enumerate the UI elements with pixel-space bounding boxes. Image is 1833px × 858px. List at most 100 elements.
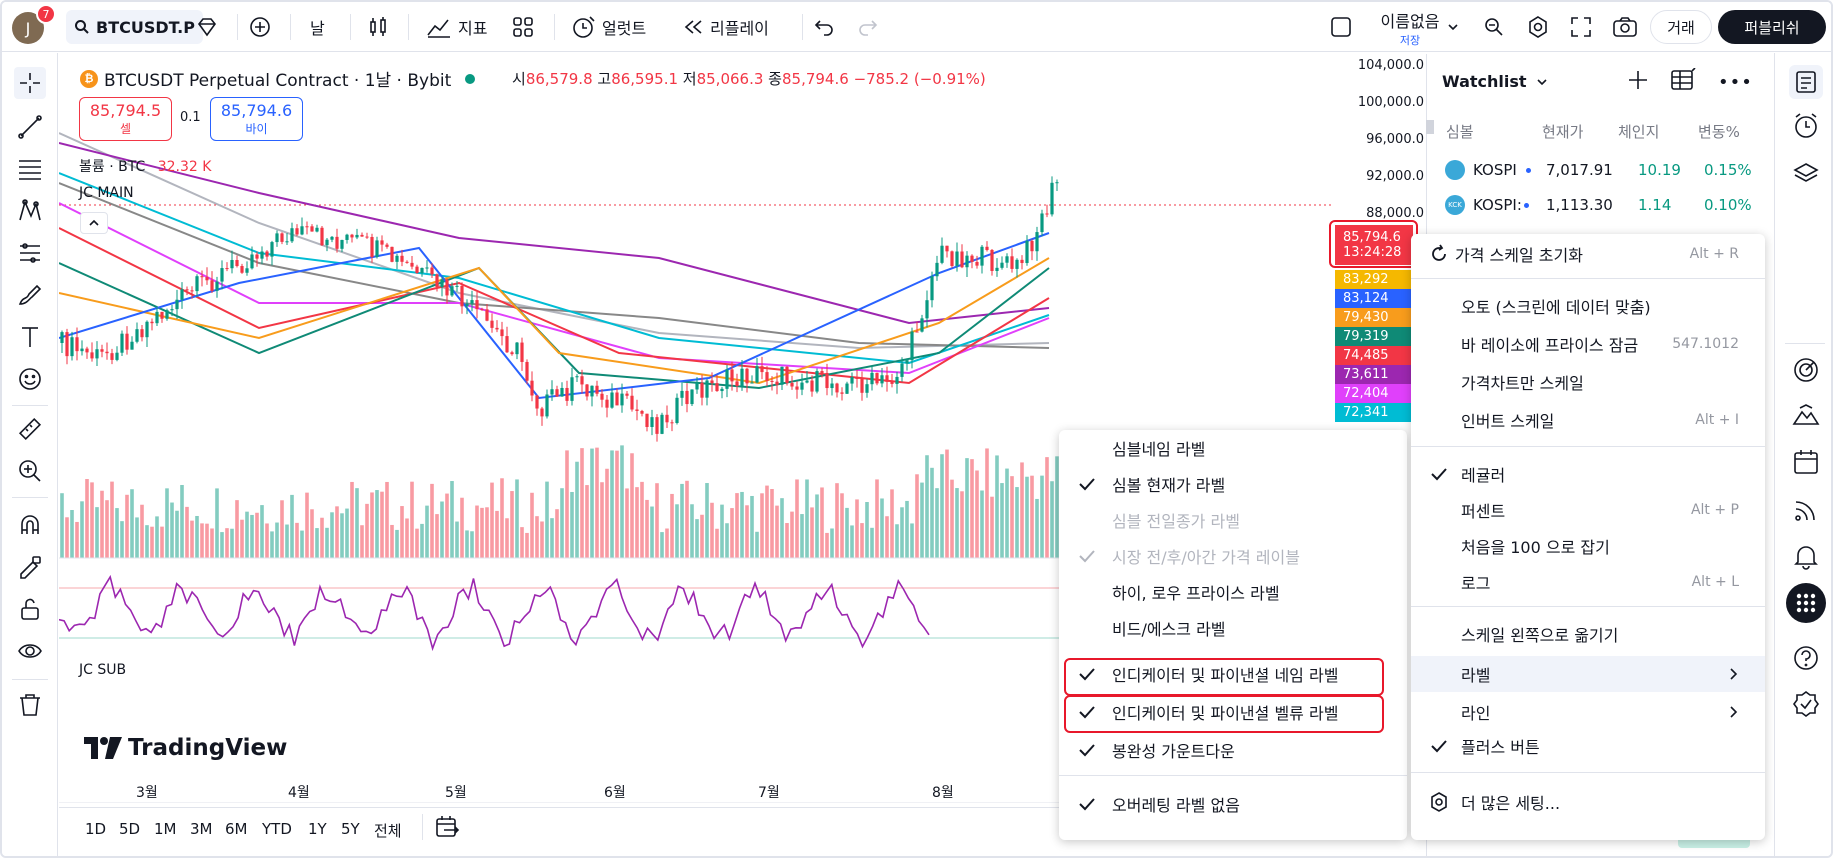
verified-button[interactable] — [1789, 687, 1823, 721]
chart-type-button[interactable] — [366, 2, 390, 52]
stay-drawing-tool[interactable] — [14, 551, 46, 583]
menu-percent-scale[interactable]: 퍼센트 Alt + P — [1411, 492, 1765, 528]
object-tree-button[interactable] — [1789, 157, 1823, 191]
range-5d-button[interactable]: 5D — [119, 820, 141, 838]
menu-lock-ratio[interactable]: 바 레이소에 프라이스 잠금 547.1012 — [1411, 326, 1765, 362]
range-1d-button[interactable]: 1D — [85, 820, 107, 838]
hotlists-button[interactable] — [1789, 353, 1823, 387]
alert-button[interactable]: 얼럿트 — [570, 2, 646, 52]
layout-dropdown[interactable] — [1446, 2, 1460, 52]
snapshot-button[interactable] — [1612, 2, 1638, 52]
menu-labels[interactable]: 라벨 — [1411, 656, 1765, 692]
candle — [620, 393, 624, 406]
header-price[interactable]: 현재가 — [1542, 123, 1584, 141]
watchlist-title[interactable]: Watchlist — [1442, 72, 1548, 91]
layout-name-button[interactable]: 이름없음 저장 — [1365, 8, 1455, 48]
trade-button[interactable]: 거래 — [1650, 10, 1712, 44]
emoji-tool[interactable] — [14, 363, 46, 395]
forecast-tool[interactable] — [14, 237, 46, 269]
menu-bid-ask-label[interactable]: 비드/에스크 라벨 — [1059, 610, 1407, 646]
menu-more-settings[interactable]: 더 많은 세팅... — [1411, 784, 1765, 820]
range-6m-button[interactable]: 6M — [225, 820, 248, 838]
redo-button[interactable] — [858, 2, 880, 52]
add-to-watchlist-button[interactable] — [1626, 68, 1650, 96]
diamond-icon[interactable] — [196, 2, 218, 52]
pattern-tool[interactable] — [14, 195, 46, 227]
header-change-pct[interactable]: 변동% — [1698, 123, 1740, 141]
price-axis[interactable]: 104,000.0 100,000.0 96,000.0 92,000.0 88… — [1334, 54, 1424, 744]
menu-symbol-name-label[interactable]: 심블네임 라벨 — [1059, 430, 1407, 466]
goto-date-button[interactable] — [434, 814, 460, 844]
volume-bar — [115, 508, 119, 558]
menu-indicator-value-label[interactable]: 인디케이터 및 파이낸셜 벨류 라벨 — [1059, 694, 1407, 730]
range-ytd-button[interactable]: YTD — [262, 820, 292, 838]
menu-plus-button[interactable]: 플러스 버튼 — [1411, 728, 1765, 764]
layout-checkbox[interactable] — [1330, 2, 1352, 52]
fib-tool[interactable] — [14, 153, 46, 185]
menu-no-overlap-labels[interactable]: 오버레팅 라벨 없음 — [1059, 786, 1407, 822]
sell-button[interactable]: 85,794.5 셀 — [79, 97, 172, 141]
range-all-button[interactable]: 전체 — [374, 822, 402, 840]
undo-button[interactable] — [812, 2, 834, 52]
hide-drawings-tool[interactable] — [14, 635, 46, 667]
fullscreen-button[interactable] — [1570, 2, 1592, 52]
menu-auto-scale[interactable]: 오토 (스크린에 데이터 맞춤) — [1411, 288, 1765, 324]
chart-legend[interactable]: ₿ BTCUSDT Perpetual Contract · 1날 · Bybi… — [80, 66, 476, 91]
menu-reset-scale[interactable]: 가격 스케일 초기화 Alt + R — [1411, 236, 1765, 272]
crosshair-tool[interactable] — [14, 67, 46, 99]
brush-tool[interactable] — [14, 279, 46, 311]
text-tool[interactable] — [14, 321, 46, 353]
calendar-button[interactable] — [1789, 445, 1823, 479]
header-change[interactable]: 체인지 — [1618, 123, 1660, 141]
menu-indexed-scale[interactable]: 처음을 100 으로 잡기 — [1411, 528, 1765, 564]
watchlist-panel-button[interactable] — [1789, 65, 1823, 99]
menu-regular-scale[interactable]: 레귤러 — [1411, 456, 1765, 492]
settings-button[interactable] — [1526, 2, 1550, 52]
remove-drawings-tool[interactable] — [14, 689, 46, 721]
volume-legend[interactable]: 볼륨 · BTC 32.32 K — [79, 156, 211, 176]
add-symbol-button[interactable] — [248, 2, 272, 52]
notifications-button[interactable] — [1789, 539, 1823, 573]
menu-indicator-name-label[interactable]: 인디케이터 및 파이낸셜 네임 라벨 — [1059, 656, 1407, 692]
menu-symbol-last-label[interactable]: 심볼 현재가 라벨 — [1059, 466, 1407, 502]
range-1m-button[interactable]: 1M — [154, 820, 177, 838]
indicators-button[interactable]: 지표 — [426, 2, 487, 52]
interval-button[interactable]: 날 — [310, 19, 325, 38]
templates-button[interactable] — [512, 2, 534, 52]
buy-button[interactable]: 85,794.6 바이 — [210, 97, 303, 141]
tradingview-logo[interactable]: TradingView — [84, 735, 287, 761]
measure-tool[interactable] — [14, 413, 46, 445]
menu-move-scale-left[interactable]: 스케일 왼쪽으로 옮기기 — [1411, 616, 1765, 652]
zoom-tool[interactable] — [14, 455, 46, 487]
quick-search-button[interactable] — [1482, 2, 1506, 52]
range-1y-button[interactable]: 1Y — [308, 820, 327, 838]
advanced-view-button[interactable] — [1670, 67, 1696, 96]
menu-countdown[interactable]: 봉완성 가운트다운 — [1059, 732, 1407, 768]
menu-high-low-label[interactable]: 하이, 로우 프라이스 라벨 — [1059, 574, 1407, 610]
help-button[interactable] — [1789, 641, 1823, 675]
watchlist-more-button[interactable]: ••• — [1718, 72, 1753, 93]
replay-button[interactable]: 리플레이 — [682, 2, 769, 52]
alerts-panel-button[interactable] — [1789, 109, 1823, 143]
news-stream-button[interactable] — [1789, 493, 1823, 527]
ideas-button[interactable] — [1789, 399, 1823, 433]
price-chart[interactable] — [59, 53, 1334, 803]
trendline-tool[interactable] — [14, 111, 46, 143]
range-5y-button[interactable]: 5Y — [341, 820, 360, 838]
collapse-legend-button[interactable] — [80, 212, 108, 234]
volume-bar — [455, 521, 459, 558]
menu-invert-scale[interactable]: 인버트 스케일 Alt + I — [1411, 402, 1765, 438]
lock-drawings-tool[interactable] — [14, 593, 46, 625]
range-3m-button[interactable]: 3M — [190, 820, 213, 838]
badge-check-icon — [1793, 691, 1819, 717]
sub-indicator-legend[interactable]: JC SUB — [79, 662, 127, 678]
symbol-search-button[interactable]: BTCUSDT.P — [66, 10, 203, 44]
menu-log-scale[interactable]: 로그 Alt + L — [1411, 564, 1765, 600]
main-indicator-legend[interactable]: JC MAIN — [79, 185, 134, 201]
products-button[interactable] — [1786, 583, 1826, 623]
menu-lines[interactable]: 라인 — [1411, 694, 1765, 730]
header-symbol[interactable]: 심볼 — [1446, 123, 1474, 141]
publish-button[interactable]: 퍼블리쉬 — [1718, 10, 1826, 44]
menu-scale-chart-only[interactable]: 가격차트만 스케일 — [1411, 364, 1765, 400]
magnet-tool[interactable] — [14, 509, 46, 541]
